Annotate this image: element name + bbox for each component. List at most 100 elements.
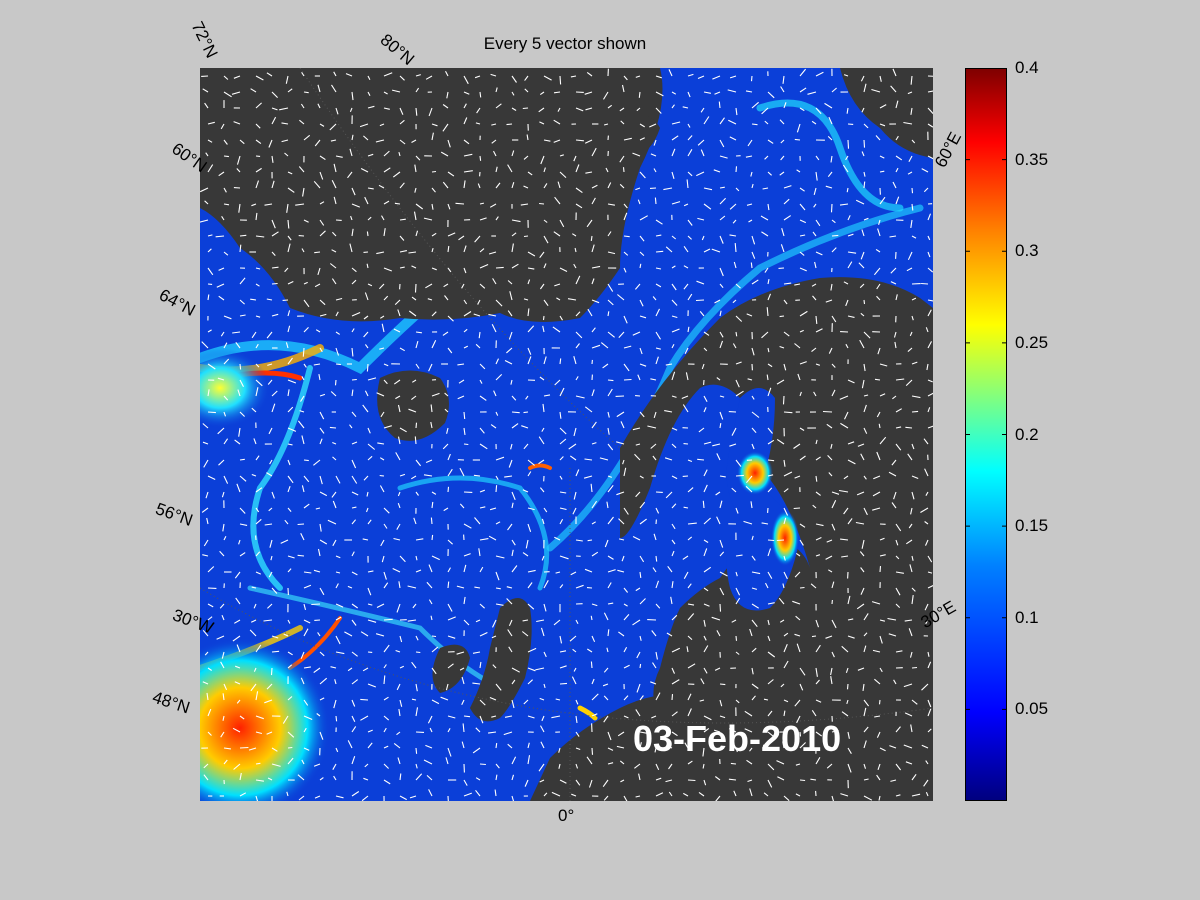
vector-arrow (298, 166, 305, 173)
vector-arrow (927, 699, 932, 708)
vector-arrow (523, 411, 529, 414)
vector-arrow (223, 411, 227, 417)
vector-arrow (463, 443, 469, 446)
vector-arrow (495, 216, 499, 221)
vector-arrow (479, 763, 486, 766)
vector-arrow (799, 219, 807, 224)
vector-arrow (287, 427, 297, 432)
vector-arrow (783, 299, 788, 305)
vector-arrow (671, 679, 680, 685)
vector-arrow (250, 619, 257, 623)
vector-arrow (847, 315, 855, 318)
vector-arrow (876, 731, 881, 738)
vector-arrow (490, 73, 497, 77)
vector-arrow (687, 135, 693, 141)
vector-arrow (632, 152, 641, 157)
vector-arrow (351, 328, 355, 333)
vector-arrow (332, 456, 337, 461)
vector-arrow (266, 472, 273, 477)
vector-arrow (621, 84, 625, 93)
vector-arrow (903, 683, 913, 688)
vector-arrow (456, 585, 465, 589)
vector-arrow (215, 235, 225, 238)
vector-arrow (255, 139, 262, 145)
vector-arrow (585, 171, 593, 174)
vector-arrow (815, 107, 822, 115)
vector-arrow (335, 297, 343, 301)
vector-arrow (479, 283, 486, 289)
vector-arrow (539, 697, 545, 701)
vector-arrow (703, 667, 708, 674)
vector-arrow (203, 539, 209, 547)
vector-arrow (895, 100, 899, 109)
vector-arrow (842, 164, 849, 173)
vector-arrow (749, 628, 753, 637)
vector-arrow (313, 667, 321, 674)
vector-arrow (415, 203, 424, 210)
vector-arrow (479, 566, 484, 573)
vector-arrow (559, 267, 568, 272)
vector-arrow (861, 151, 865, 157)
lon-label-0: 0° (558, 806, 575, 825)
vector-arrow (399, 473, 406, 477)
vector-arrow (447, 635, 456, 639)
vector-arrow (559, 555, 569, 560)
vector-arrow (446, 91, 449, 99)
vector-arrow (761, 522, 769, 525)
vector-arrow (590, 661, 593, 669)
vector-arrow (303, 281, 308, 285)
vector-arrow (398, 709, 401, 717)
vector-arrow (478, 331, 481, 339)
vector-arrow (366, 231, 369, 237)
vector-arrow (618, 331, 625, 338)
vector-arrow (697, 217, 705, 221)
vector-arrow (783, 660, 789, 669)
vector-arrow (287, 379, 297, 384)
vector-arrow (921, 168, 929, 173)
vector-arrow (367, 619, 377, 623)
vector-arrow (463, 523, 472, 529)
vector-arrow (234, 571, 241, 579)
vector-arrow (442, 123, 449, 132)
vector-arrow (319, 539, 328, 545)
vector-arrow (591, 327, 596, 333)
vector-arrow (397, 503, 401, 509)
vector-arrow (504, 475, 513, 478)
vector-arrow (607, 569, 616, 573)
vector-arrow (783, 517, 787, 525)
vector-arrow (253, 667, 257, 672)
vector-arrow (415, 555, 418, 561)
vector-arrow (572, 233, 577, 237)
vector-arrow (463, 328, 468, 333)
vector-arrow (287, 486, 291, 493)
vector-arrow (863, 740, 867, 749)
vector-arrow (910, 75, 913, 85)
vector-arrow (399, 250, 408, 253)
vector-arrow (767, 710, 773, 717)
vector-arrow (766, 374, 769, 381)
vector-arrow (541, 715, 545, 722)
vector-arrow (776, 539, 785, 542)
vector-arrow (428, 107, 433, 117)
vector-arrow (253, 603, 257, 609)
vector-arrow (847, 261, 853, 269)
vector-arrow (860, 453, 865, 461)
vector-arrow (887, 617, 897, 621)
vector-arrow (911, 361, 918, 365)
vector-arrow (687, 149, 693, 157)
vector-arrow (553, 119, 561, 125)
vector-arrow (383, 295, 389, 301)
vector-arrow (575, 203, 583, 209)
vector-arrow (287, 88, 293, 93)
vector-arrow (347, 667, 353, 672)
vector-arrow (303, 219, 309, 223)
vector-arrow (623, 378, 632, 381)
vector-arrow (393, 537, 401, 541)
vector-arrow (639, 598, 646, 605)
vector-arrow (271, 180, 275, 189)
vector-arrow (653, 533, 657, 541)
vector-arrow (719, 587, 725, 596)
vector-arrow (863, 613, 869, 621)
vector-arrow (431, 203, 434, 210)
vector-arrow (412, 603, 417, 609)
